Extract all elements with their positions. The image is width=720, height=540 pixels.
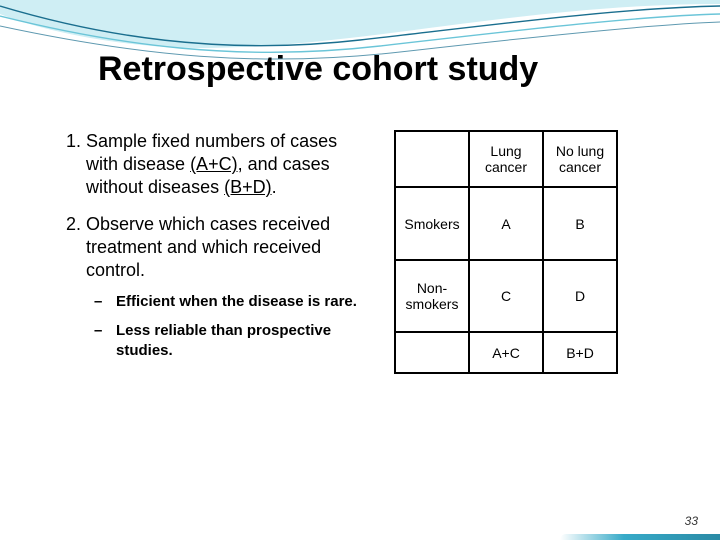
sub-item-2: Less reliable than prospective studies.	[94, 321, 370, 359]
cell-c: C	[469, 260, 543, 333]
row-total-label	[395, 332, 469, 372]
main-list: Sample fixed numbers of cases with disea…	[60, 130, 370, 360]
list-item-2: Observe which cases received treatment a…	[86, 213, 370, 360]
slide-title: Retrospective cohort study	[98, 50, 538, 89]
table-corner	[395, 131, 469, 187]
cell-bd: B+D	[543, 332, 617, 372]
row-header-2: Non-smokers	[395, 260, 469, 333]
col-header-1: Lung cancer	[469, 131, 543, 187]
list-item-1: Sample fixed numbers of cases with disea…	[86, 130, 370, 199]
sub-item-1: Efficient when the disease is rare.	[94, 292, 370, 311]
footer-accent	[560, 534, 720, 540]
bullet-column: Sample fixed numbers of cases with disea…	[60, 130, 370, 374]
table-column: Lung cancer No lung cancer Smokers A B N…	[394, 130, 680, 374]
page-number: 33	[685, 514, 698, 528]
cell-d: D	[543, 260, 617, 333]
sub-list: Efficient when the disease is rare. Less…	[86, 292, 370, 360]
col-header-2: No lung cancer	[543, 131, 617, 187]
cell-ac: A+C	[469, 332, 543, 372]
cell-a: A	[469, 187, 543, 260]
row-header-1: Smokers	[395, 187, 469, 260]
content-area: Sample fixed numbers of cases with disea…	[60, 130, 680, 374]
cell-b: B	[543, 187, 617, 260]
two-by-two-table: Lung cancer No lung cancer Smokers A B N…	[394, 130, 618, 374]
